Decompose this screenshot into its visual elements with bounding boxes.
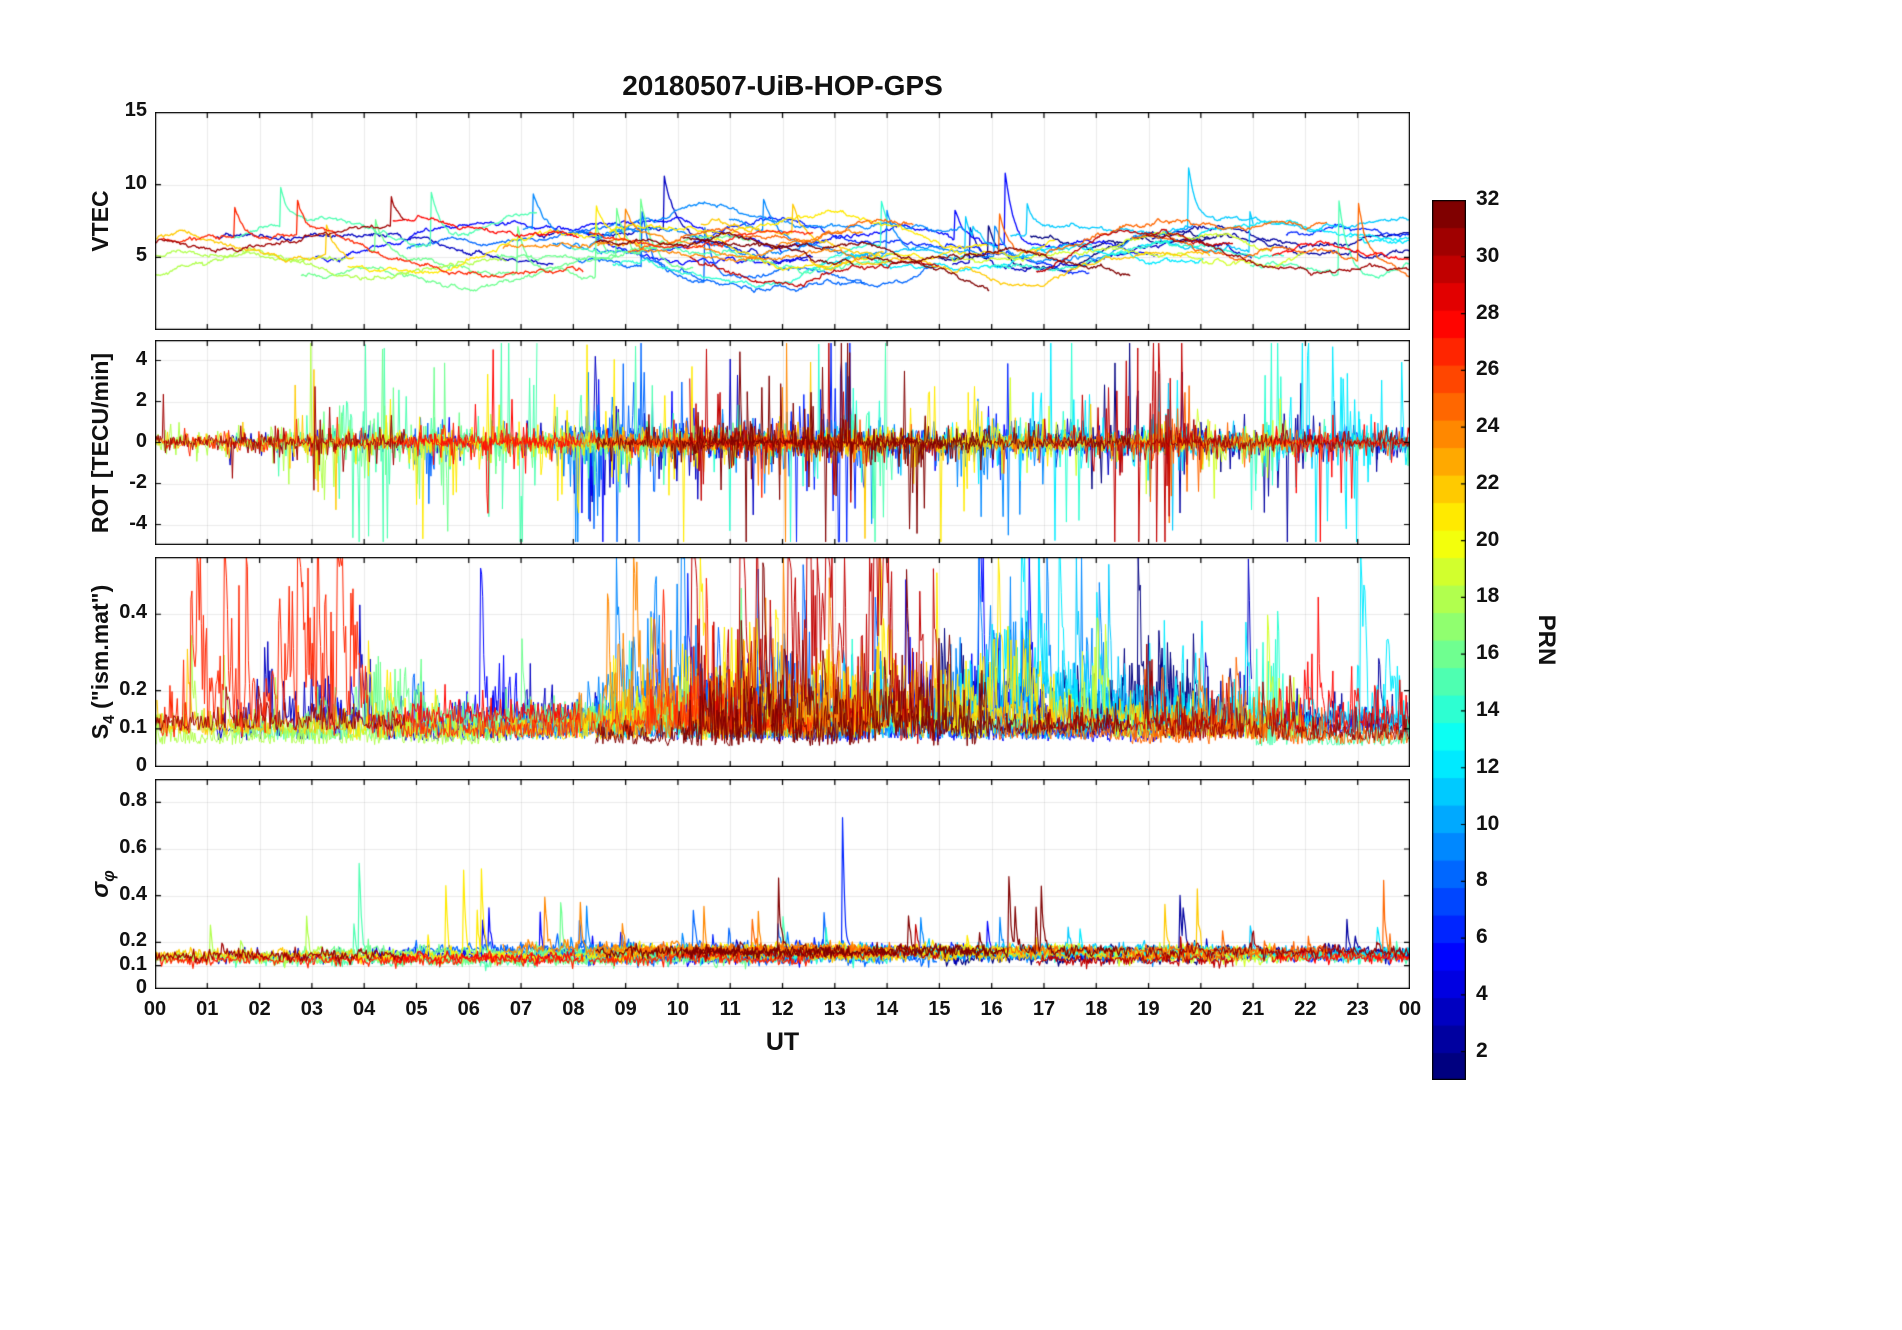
y-tick-label: 5 <box>135 244 147 267</box>
ylabel-subscript: φ <box>99 870 118 882</box>
colorbar-tick-label: 28 <box>1476 300 1500 324</box>
x-tick-label: 11 <box>719 998 741 1020</box>
x-tick-label: 19 <box>1137 998 1160 1020</box>
colorbar-tick-label: 4 <box>1476 981 1488 1005</box>
colorbar-tick-label: 26 <box>1476 357 1500 381</box>
colorbar-tick-label: 24 <box>1476 414 1500 438</box>
y-tick-label: 0 <box>135 976 147 998</box>
x-tick-label: 06 <box>457 998 480 1020</box>
y-tick-label: 0.1 <box>119 952 147 975</box>
x-tick-label: 00 <box>1398 998 1422 1020</box>
x-tick-label: 18 <box>1085 998 1108 1020</box>
colorbar: PRN 2 4 6 8 10 12 14 16 18 20 22 24 26 28 30 32 <box>1432 187 1560 1080</box>
x-tick-label: 17 <box>1032 998 1056 1020</box>
y-tick-label: -2 <box>129 470 147 493</box>
y-tick-label: -4 <box>129 511 147 534</box>
y-tick-label: 0.2 <box>119 929 147 952</box>
x-tick-label: 02 <box>248 998 271 1020</box>
y-tick-label: 2 <box>135 388 147 411</box>
vtec-plot-canvas <box>155 112 1410 330</box>
y-tick-label: 10 <box>124 171 147 194</box>
colorbar-tick-label: 22 <box>1476 470 1500 494</box>
y-tick-label: 0.6 <box>119 836 147 858</box>
x-tick-label: 07 <box>509 998 533 1020</box>
x-tick-label: 01 <box>196 998 219 1020</box>
colorbar-tick-label: 10 <box>1476 811 1500 835</box>
colorbar-tick-label: 8 <box>1476 868 1488 892</box>
colorbar-tick-label: 12 <box>1476 754 1500 778</box>
x-tick-label: 08 <box>562 998 585 1020</box>
x-tick-label: 16 <box>980 998 1003 1020</box>
colorbar-label: PRN <box>1533 614 1560 666</box>
x-tick-label: 12 <box>771 998 794 1020</box>
x-tick-label: 15 <box>928 998 951 1020</box>
y-tick-label: 0.2 <box>119 677 147 700</box>
vtec-y-axis-label: VTEC <box>87 190 119 251</box>
y-tick-label: 0.4 <box>119 601 147 624</box>
subplot-rot: ROT [TECU/min] -4 -2 0 2 4 <box>87 340 1410 545</box>
y-tick-label: 0 <box>135 429 147 452</box>
colorbar-tick-label: 30 <box>1476 243 1500 267</box>
colorbar-tick-label: 2 <box>1476 1038 1488 1062</box>
x-tick-label: 03 <box>300 998 323 1020</box>
y-tick-label: 0.1 <box>119 715 147 738</box>
subplot-vtec: VTEC 5 10 15 <box>87 99 1410 330</box>
colorbar-tick-label: 14 <box>1476 697 1500 721</box>
x-tick-label: 09 <box>614 998 637 1020</box>
colorbar-tick-label: 18 <box>1476 584 1500 608</box>
colorbar-tick-label: 32 <box>1476 187 1500 210</box>
colorbar-tick-label: 20 <box>1476 527 1500 551</box>
x-tick-label: 22 <box>1294 998 1317 1020</box>
x-tick-label: 00 <box>143 998 167 1020</box>
y-tick-label: 0.8 <box>119 789 147 812</box>
x-axis-label: UT <box>765 1028 800 1056</box>
x-tick-label: 20 <box>1189 998 1212 1020</box>
x-tick-label: 05 <box>405 998 428 1020</box>
s4-plot-canvas <box>155 557 1410 767</box>
y-tick-label: 15 <box>124 99 147 121</box>
y-tick-label: 0.4 <box>119 882 147 905</box>
ylabel-text: VTEC <box>87 190 114 252</box>
x-tick-label: 13 <box>823 998 846 1020</box>
x-tick-label: 21 <box>1242 998 1265 1020</box>
x-tick-label: 14 <box>875 998 899 1020</box>
rot-plot-canvas <box>155 340 1410 545</box>
colorbar-tick-label: 16 <box>1476 641 1500 665</box>
colorbar-tick-label: 6 <box>1476 925 1488 949</box>
x-tick-label: 23 <box>1346 998 1369 1020</box>
y-tick-label: 4 <box>135 347 147 370</box>
y-tick-label: 0 <box>135 754 147 776</box>
colorbar-gradient <box>1432 200 1466 1080</box>
x-tick-label: 10 <box>666 998 690 1020</box>
sigma-phi-plot-canvas <box>155 779 1410 989</box>
chart-title: 20180507-UiB-HOP-GPS <box>622 70 943 101</box>
subplot-s4: S4 ("ism.mat") 0 0.1 0.2 0.4 <box>87 557 1410 776</box>
subplot-sigma-phi: σφ 0 0.1 0.2 0.4 0.6 0.8 00 01 02 03 04 05 06 07 08 09 1… <box>87 779 1421 1020</box>
x-tick-label: 04 <box>353 998 376 1020</box>
